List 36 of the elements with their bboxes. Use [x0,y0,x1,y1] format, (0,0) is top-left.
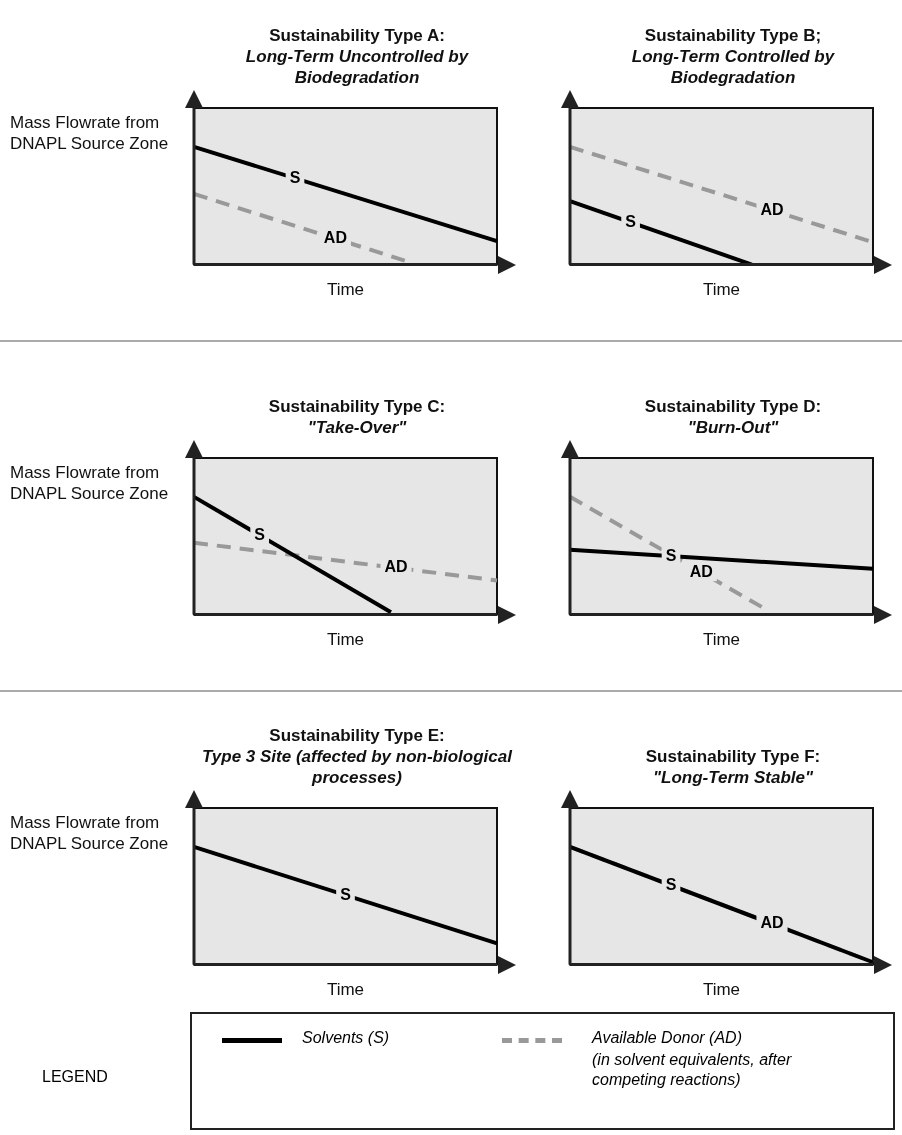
chart-title: Sustainability Type F: [644,746,822,767]
y-axis-title: Mass Flowrate from DNAPL Source Zone [10,462,170,504]
series-label: AD [323,229,347,247]
x-axis-title: Time [702,280,741,300]
chart-title: Sustainability Type D: [643,396,823,417]
x-axis-title: Time [326,280,365,300]
text: Solvents (S) [302,1028,391,1048]
text: (in solvent equivalents, after competing reactions) [592,1050,793,1090]
text: LEGEND [42,1068,108,1086]
x-axis-title: Time [326,980,365,1000]
chart-title: Sustainability Type B; [643,25,823,46]
chart-subtitle: Long-Term Controlled by Biodegradation [630,46,836,88]
series-label: S [625,212,637,230]
chart-subtitle: "Long-Term Stable" [652,767,814,788]
y-axis-title: Mass Flowrate from DNAPL Source Zone [10,112,170,154]
chart-subtitle: "Take-Over" [306,417,408,438]
series-label: S [254,525,266,543]
text: Available Donor (AD) [592,1028,743,1048]
chart-title: Sustainability Type E: [268,725,446,746]
chart-title: Sustainability Type A: [268,25,446,46]
series-label: S [665,875,677,893]
series-label: S [340,885,352,903]
series-label: AD [384,558,408,576]
chart-title: Sustainability Type C: [267,396,447,417]
series-label: AD [689,562,713,580]
x-axis-title: Time [702,630,741,650]
series-label: AD [760,914,784,932]
y-axis-title: Mass Flowrate from DNAPL Source Zone [10,812,170,854]
chart-subtitle: Type 3 Site (affected by non-biological processes) [201,746,514,788]
series-label: S [289,168,301,186]
x-axis-title: Time [326,630,365,650]
series-label: S [665,546,677,564]
chart-subtitle: Long-Term Uncontrolled by Biodegradation [244,46,470,88]
x-axis-title: Time [702,980,741,1000]
chart-subtitle: "Burn-Out" [686,417,780,438]
series-label: AD [760,200,784,218]
